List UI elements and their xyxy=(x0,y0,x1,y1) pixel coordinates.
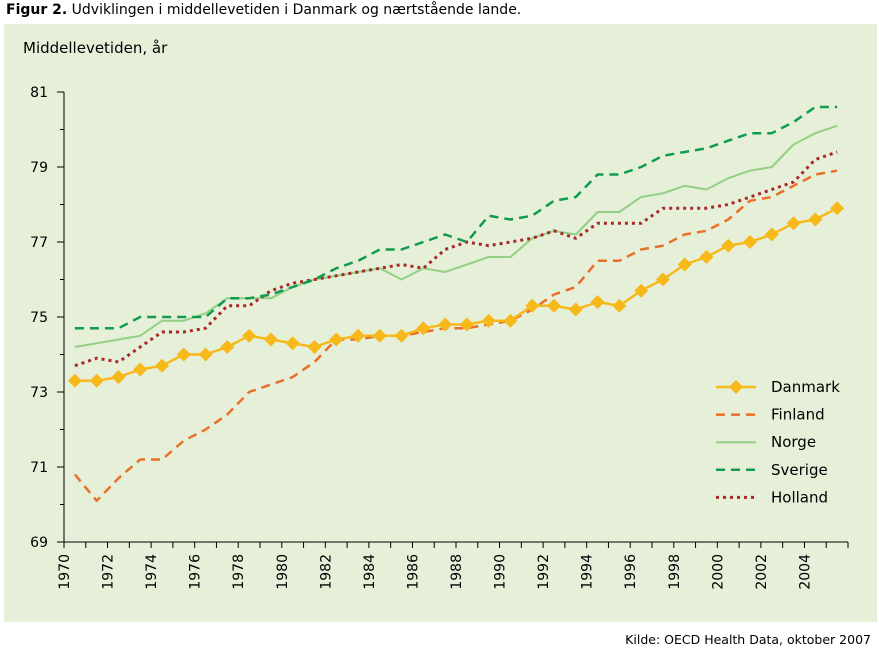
x-tick-label: 2000 xyxy=(710,554,726,590)
x-tick-label: 1994 xyxy=(580,554,596,590)
series-finland xyxy=(73,169,838,503)
x-tick-label: 1998 xyxy=(667,554,683,590)
y-axis-title: Middellevetiden, år xyxy=(23,39,168,57)
x-tick-label: 1984 xyxy=(362,554,378,590)
series-line-holland xyxy=(74,150,838,368)
legend-label: Finland xyxy=(771,406,825,424)
data-point-danmark xyxy=(655,272,670,287)
data-point-danmark xyxy=(416,321,431,336)
data-point-danmark xyxy=(568,302,583,317)
data-point-danmark xyxy=(459,317,474,332)
legend-item-holland: Holland xyxy=(716,488,828,506)
figure-label: Figur 2. xyxy=(6,2,68,18)
y-tick-label: 75 xyxy=(30,310,48,326)
series-danmark xyxy=(67,201,845,388)
series-norge xyxy=(74,124,838,348)
data-point-danmark xyxy=(786,216,801,231)
data-point-danmark xyxy=(830,201,845,216)
x-tick-label: 2002 xyxy=(754,554,770,590)
data-point-danmark xyxy=(242,328,257,343)
data-point-danmark xyxy=(438,317,453,332)
y-tick-label: 73 xyxy=(30,385,48,401)
data-point-danmark xyxy=(307,340,322,354)
y-tick-label: 79 xyxy=(30,160,48,176)
series-holland xyxy=(74,150,838,368)
data-point-danmark xyxy=(176,347,191,362)
data-point-danmark xyxy=(677,257,692,272)
data-point-danmark xyxy=(525,298,540,313)
data-point-danmark xyxy=(612,298,627,313)
x-tick-label: 1996 xyxy=(623,554,639,590)
x-tick-label: 1986 xyxy=(405,554,421,590)
legend-label: Norge xyxy=(771,433,816,451)
data-point-danmark xyxy=(133,362,148,377)
series-sverige xyxy=(74,105,838,330)
legend-item-sverige: Sverige xyxy=(716,461,828,479)
data-point-danmark xyxy=(699,250,714,264)
y-tick-label: 71 xyxy=(30,460,48,476)
legend-marker xyxy=(729,380,743,394)
x-tick-label: 1982 xyxy=(318,554,334,590)
y-tick-label: 81 xyxy=(30,85,48,101)
x-tick-label: 1970 xyxy=(57,554,73,590)
data-point-danmark xyxy=(481,313,496,328)
y-tick-label: 77 xyxy=(30,235,48,251)
data-point-danmark xyxy=(808,212,823,227)
data-point-danmark xyxy=(590,295,605,309)
data-point-danmark xyxy=(721,238,736,253)
data-point-danmark xyxy=(351,328,366,343)
x-tick-label: 1988 xyxy=(449,554,465,590)
series-layer xyxy=(67,105,845,503)
data-point-danmark xyxy=(547,298,562,313)
data-point-danmark xyxy=(111,370,126,384)
figure-caption: Figur 2. Udviklingen i middellevetiden i… xyxy=(6,2,521,18)
legend: Danmark Finland Norge Sverige Holland xyxy=(716,378,840,506)
axes: 69 71 73 75 77 79 81 1970 1972 1974 1976 1978 1980 19… xyxy=(30,85,849,590)
series-line-norge xyxy=(74,124,838,348)
data-point-danmark xyxy=(329,332,344,347)
x-tick-label: 1972 xyxy=(101,554,117,590)
x-tick-label: 1992 xyxy=(536,554,552,590)
data-point-danmark xyxy=(285,336,300,351)
legend-item-norge: Norge xyxy=(716,433,816,451)
data-point-danmark xyxy=(764,227,779,242)
x-tick-label: 1990 xyxy=(493,554,509,590)
legend-label: Holland xyxy=(771,488,828,506)
data-point-danmark xyxy=(394,328,409,343)
x-tick-label: 1978 xyxy=(231,554,247,590)
y-tick-label: 69 xyxy=(30,535,48,551)
legend-item-finland: Finland xyxy=(716,406,825,424)
data-point-danmark xyxy=(503,313,518,328)
legend-label: Sverige xyxy=(771,461,828,479)
data-point-danmark xyxy=(198,347,213,362)
data-point-danmark xyxy=(263,332,278,347)
x-tick-label: 1976 xyxy=(188,554,204,590)
series-line-finland xyxy=(73,169,838,503)
data-point-danmark xyxy=(67,373,82,388)
x-tick-label: 1974 xyxy=(144,554,160,590)
data-point-danmark xyxy=(220,340,235,354)
data-point-danmark xyxy=(89,373,104,388)
x-tick-label: 1980 xyxy=(275,554,291,590)
x-tick-label: 2004 xyxy=(797,554,813,590)
series-line-sverige xyxy=(74,105,838,330)
source-note: Kilde: OECD Health Data, oktober 2007 xyxy=(625,632,871,647)
data-point-danmark xyxy=(155,358,170,373)
legend-item-danmark: Danmark xyxy=(716,378,840,396)
data-point-danmark xyxy=(743,235,758,249)
data-point-danmark xyxy=(634,283,649,298)
data-point-danmark xyxy=(372,328,387,343)
legend-label: Danmark xyxy=(771,378,840,396)
figure-title: Udviklingen i middellevetiden i Danmark … xyxy=(71,2,522,18)
